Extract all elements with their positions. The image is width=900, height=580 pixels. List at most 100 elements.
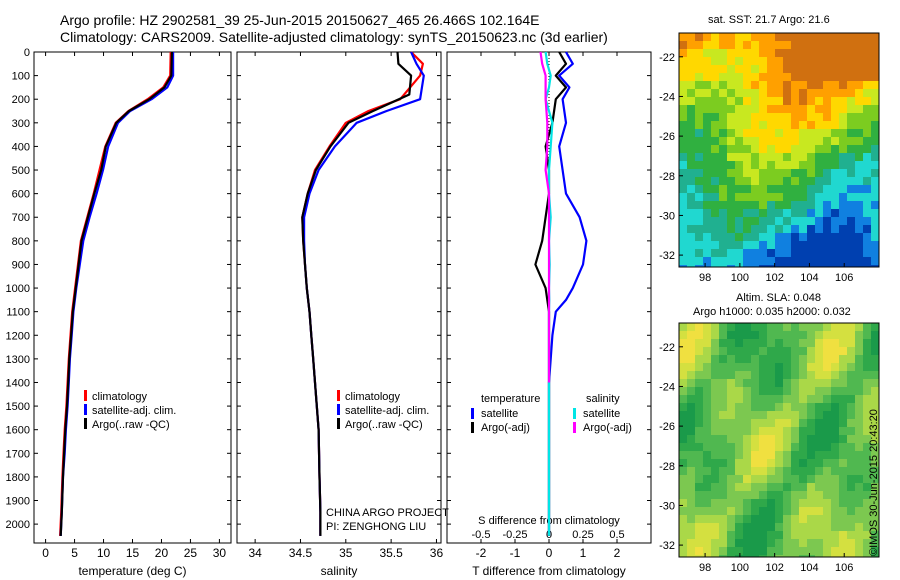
map-cell bbox=[703, 97, 711, 105]
map-cell bbox=[743, 483, 751, 491]
map-cell bbox=[783, 403, 791, 411]
map-cell bbox=[767, 153, 775, 161]
map-cell bbox=[815, 145, 823, 153]
map-cell bbox=[831, 427, 839, 435]
map-cell bbox=[719, 169, 727, 177]
map-cell bbox=[863, 555, 871, 557]
map-cell bbox=[679, 539, 687, 547]
map-cell bbox=[807, 169, 815, 177]
map-cell bbox=[807, 241, 815, 249]
map-cell bbox=[831, 97, 839, 105]
map-cell bbox=[871, 435, 879, 443]
x-tick-label: 15 bbox=[126, 546, 140, 560]
map-cell bbox=[839, 81, 847, 89]
map-cell bbox=[791, 73, 799, 81]
map-cell bbox=[751, 347, 759, 355]
map-cell bbox=[871, 451, 879, 459]
map-cell bbox=[751, 379, 759, 387]
depth-tick-label: 800 bbox=[12, 236, 30, 248]
map-cell bbox=[871, 193, 879, 201]
map-cell bbox=[863, 371, 871, 379]
map-cell bbox=[847, 475, 855, 483]
map-cell bbox=[695, 241, 703, 249]
depth-tick-label: 200 bbox=[12, 94, 30, 106]
map-cell bbox=[751, 555, 759, 557]
map-cell bbox=[871, 363, 879, 371]
map-cell bbox=[799, 129, 807, 137]
map-cell bbox=[815, 323, 823, 331]
map-cell bbox=[751, 217, 759, 225]
map-cell bbox=[711, 81, 719, 89]
map-cell bbox=[727, 411, 735, 419]
map-cell bbox=[735, 217, 743, 225]
map-cell bbox=[847, 483, 855, 491]
map-cell bbox=[831, 419, 839, 427]
map-cell bbox=[743, 81, 751, 89]
map-cell bbox=[791, 65, 799, 73]
map-cell bbox=[695, 459, 703, 467]
map-cell bbox=[695, 57, 703, 65]
map-cell bbox=[767, 137, 775, 145]
map-cell bbox=[783, 347, 791, 355]
map-cell bbox=[799, 105, 807, 113]
map-cell bbox=[743, 185, 751, 193]
map-cell bbox=[759, 249, 767, 257]
map-cell bbox=[703, 395, 711, 403]
map-cell bbox=[719, 491, 727, 499]
map-cell bbox=[815, 355, 823, 363]
map-cell bbox=[679, 435, 687, 443]
legend-label: satellite-adj. clim. bbox=[92, 405, 176, 417]
map-cell bbox=[703, 379, 711, 387]
map-cell bbox=[687, 475, 695, 483]
map-cell bbox=[847, 411, 855, 419]
map-cell bbox=[695, 209, 703, 217]
map-cell bbox=[799, 257, 807, 265]
map-cell bbox=[711, 435, 719, 443]
map-cell bbox=[679, 201, 687, 209]
map-cell bbox=[759, 403, 767, 411]
map-cell bbox=[831, 491, 839, 499]
x-tick-label: 34 bbox=[248, 546, 262, 560]
map-cell bbox=[759, 105, 767, 113]
map-cell bbox=[871, 411, 879, 419]
map-cell bbox=[719, 499, 727, 507]
map-cell bbox=[839, 379, 847, 387]
map-cell bbox=[703, 331, 711, 339]
map-cell bbox=[783, 411, 791, 419]
map-cell bbox=[871, 89, 879, 97]
map-cell bbox=[863, 499, 871, 507]
map-cell bbox=[687, 555, 695, 557]
map-cell bbox=[719, 73, 727, 81]
map-cell bbox=[847, 225, 855, 233]
map-cell bbox=[711, 233, 719, 241]
map-cell bbox=[847, 435, 855, 443]
map-cell bbox=[679, 65, 687, 73]
map-cell bbox=[679, 403, 687, 411]
map-cell bbox=[743, 265, 751, 267]
map-cell bbox=[839, 435, 847, 443]
map-cell bbox=[839, 177, 847, 185]
map-cell bbox=[783, 233, 791, 241]
map-cell bbox=[727, 547, 735, 555]
map-cell bbox=[863, 97, 871, 105]
legend-label: satellite bbox=[481, 408, 518, 420]
map-cell bbox=[839, 347, 847, 355]
map-cell bbox=[847, 331, 855, 339]
map-cell bbox=[831, 443, 839, 451]
map-cell bbox=[863, 427, 871, 435]
map-cell bbox=[743, 507, 751, 515]
map-cell bbox=[807, 233, 815, 241]
map-lon-tick-label: 102 bbox=[765, 272, 783, 284]
map-cell bbox=[719, 387, 727, 395]
map-cell bbox=[679, 531, 687, 539]
depth-tick-label: 100 bbox=[12, 71, 30, 83]
map-cell bbox=[863, 403, 871, 411]
map-cell bbox=[767, 419, 775, 427]
map-cell bbox=[687, 323, 695, 331]
map-cell bbox=[863, 129, 871, 137]
map-cell bbox=[759, 491, 767, 499]
map-cell bbox=[727, 499, 735, 507]
map-cell bbox=[711, 379, 719, 387]
series-line-satellite-adj-clim- bbox=[303, 51, 425, 536]
map-cell bbox=[719, 153, 727, 161]
